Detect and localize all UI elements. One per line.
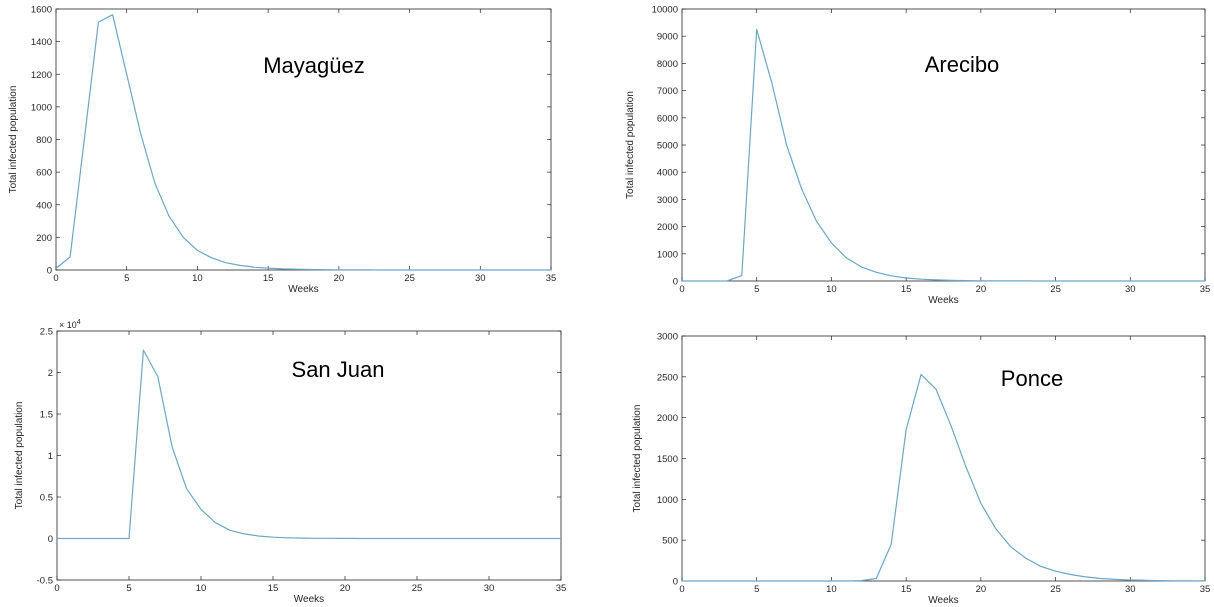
y-tick-label: 0.5 [40, 493, 53, 504]
x-tick-label: 5 [124, 273, 129, 284]
y-tick-label: 1000 [657, 249, 678, 260]
y-tick-label: 400 [36, 200, 52, 211]
y-tick-label: 600 [36, 168, 52, 179]
x-tick-label: 0 [54, 583, 59, 594]
x-tick-label: 20 [976, 584, 987, 595]
y-tick-label: 2500 [657, 372, 678, 383]
x-tick-label: 25 [404, 273, 415, 284]
y-tick-label: 10000 [652, 5, 678, 16]
axes-box [681, 8, 1206, 282]
y-tick-label: 0 [47, 266, 52, 277]
x-tick-label: 25 [412, 583, 423, 594]
x-tick-label: 25 [1050, 584, 1061, 595]
chart-panel-3: 0 5 10 15 20 25 30 35 0 500 1000 1500 2000 2500 3000 We… [632, 332, 1210, 607]
y-tick-label: 200 [36, 233, 52, 244]
y-tick-label: 2 [48, 368, 53, 379]
y-tick-label: 800 [36, 135, 52, 146]
series-line [682, 373, 1206, 582]
x-axis-label: Weeks [928, 595, 958, 606]
x-tick-label: 35 [546, 273, 557, 284]
y-tick-label: 3000 [657, 332, 678, 343]
x-tick-label: 20 [334, 273, 345, 284]
x-tick-label: 15 [901, 584, 912, 595]
chart-panel-0: 0 5 10 15 20 25 30 35 0 200 400 600 800 1000 1200 1400 1… [8, 5, 556, 296]
x-axis-label: Weeks [294, 594, 324, 605]
x-tick-label: 30 [1125, 284, 1136, 295]
x-tick-label: 20 [976, 284, 987, 295]
y-axis-label: Total infected population [8, 86, 19, 194]
y-tick-label: 7000 [657, 86, 678, 97]
chart-title: Ponce [1001, 366, 1063, 391]
axes-box [681, 335, 1206, 582]
x-tick-label: 15 [901, 284, 912, 295]
y-tick-label: 0 [673, 577, 678, 588]
y-tick-label: 2000 [657, 413, 678, 424]
y-tick-label: 9000 [657, 32, 678, 43]
x-tick-label: 30 [484, 583, 495, 594]
y-tick-label: 1600 [31, 5, 52, 16]
x-tick-label: 0 [53, 273, 58, 284]
y-tick-label: 500 [662, 536, 678, 547]
x-tick-label: 15 [268, 583, 279, 594]
y-tick-label: 3000 [657, 195, 678, 206]
x-tick-label: 30 [475, 273, 486, 284]
chart-title: San Juan [292, 357, 385, 382]
x-tick-label: 20 [340, 583, 351, 594]
x-axis-label: Weeks [288, 284, 318, 295]
y-tick-label: 0 [48, 534, 53, 545]
y-tick-label: 4000 [657, 168, 678, 179]
y-tick-label: 1000 [657, 495, 678, 506]
y-tick-label: 5000 [657, 141, 678, 152]
x-tick-label: 5 [754, 584, 759, 595]
x-tick-label: 35 [1200, 284, 1211, 295]
x-tick-label: 25 [1050, 284, 1061, 295]
chart-panel-1: 0 5 10 15 20 25 30 35 0 1000 2000 3000 4000 5000 6000 7… [625, 5, 1210, 307]
y-axis-label: Total infected population [14, 402, 25, 510]
series-line [57, 349, 561, 540]
y-tick-label: 8000 [657, 59, 678, 70]
x-tick-label: 15 [263, 273, 274, 284]
chart-title: Arecibo [925, 52, 1000, 77]
y-tick-label: 2000 [657, 222, 678, 233]
x-tick-label: 0 [679, 284, 684, 295]
series-line [55, 14, 551, 271]
y-tick-label: 1 [48, 451, 53, 462]
y-tick-label: 2.5 [40, 327, 53, 338]
x-tick-label: 35 [556, 583, 567, 594]
y-exponent-label: × 104 [59, 319, 81, 330]
y-tick-label: 1000 [31, 102, 52, 113]
axes-box [55, 8, 552, 271]
chart-title: Mayagüez [263, 53, 365, 78]
y-tick-label: 1500 [657, 454, 678, 465]
y-tick-label: 1400 [31, 37, 52, 48]
x-tick-label: 35 [1200, 584, 1211, 595]
y-axis-label: Total infected population [625, 91, 636, 199]
x-tick-label: 30 [1125, 584, 1136, 595]
x-tick-label: 10 [826, 284, 837, 295]
y-axis-label: Total infected population [632, 405, 643, 513]
series-line [682, 28, 1205, 282]
x-tick-label: 10 [192, 273, 203, 284]
y-tick-label: 0 [673, 277, 678, 288]
x-axis-label: Weeks [928, 295, 958, 306]
y-tick-label: 1.5 [40, 410, 53, 421]
x-tick-label: 0 [679, 584, 684, 595]
x-tick-label: 5 [754, 284, 759, 295]
x-tick-label: 10 [196, 583, 207, 594]
x-tick-label: 5 [126, 583, 131, 594]
y-tick-label: 1200 [31, 70, 52, 81]
x-tick-label: 10 [826, 584, 837, 595]
chart-panel-2: 0 5 10 15 20 25 30 35-0.500.511.522.5× 104Weeks… [14, 319, 566, 605]
y-tick-label: 6000 [657, 113, 678, 124]
y-tick-label: -0.5 [37, 576, 53, 587]
